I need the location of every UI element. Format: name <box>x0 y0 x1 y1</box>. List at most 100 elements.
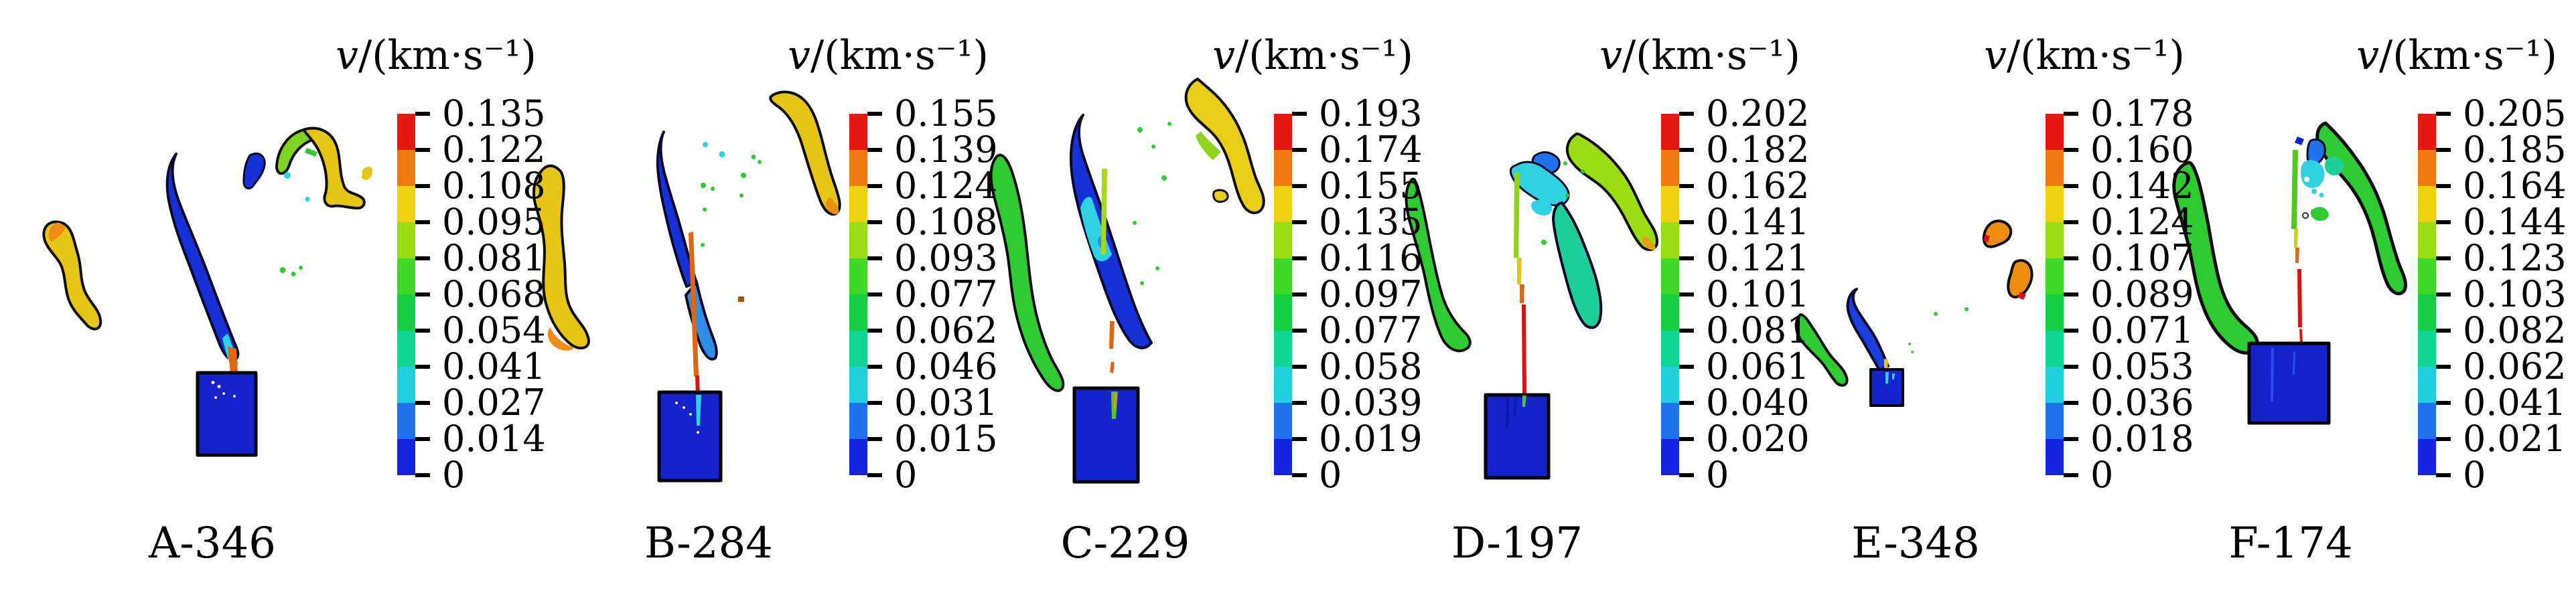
velocity-symbol: v <box>1599 32 1623 79</box>
colorbar-tick-label: 0 <box>2463 454 2486 496</box>
c-yellow-piece <box>1212 189 1229 203</box>
colorbar-segment-5 <box>1661 294 1679 331</box>
colorbar-tick-label: 0.071 <box>2090 309 2194 351</box>
colorbar-segment-0 <box>1274 114 1292 150</box>
b-yellow-fragment-left <box>532 164 590 350</box>
colorbar-tick <box>1679 292 1694 296</box>
colorbar-tick-label: 0.020 <box>1706 418 1810 460</box>
velocity-units: /(km·s⁻¹) <box>358 32 536 79</box>
colorbar-tick-label: 0.027 <box>442 381 546 424</box>
e-blue-streak <box>1846 288 1889 371</box>
colorbar-segment-8 <box>1661 403 1679 439</box>
d-yellow-sliver <box>1517 258 1522 284</box>
colorbar-e <box>2046 114 2064 475</box>
colorbar-tick <box>1292 292 1307 296</box>
colorbar-segment-7 <box>2418 367 2436 403</box>
colorbar-tick-label: 0.095 <box>442 201 546 243</box>
colorbar-tick-label: 0 <box>2090 454 2114 496</box>
f-block-speckles <box>2271 348 2295 402</box>
e-red-accent-1 <box>1983 234 1990 242</box>
colorbar-tick <box>867 112 882 116</box>
colorbar-tick-label: 0.124 <box>894 165 998 207</box>
colorbar-segment-8 <box>2046 403 2064 439</box>
colorbar-tick <box>1292 220 1307 224</box>
d-green-sliver <box>1514 173 1520 258</box>
c-impact-orange <box>1114 394 1117 410</box>
f-green-blob <box>2311 207 2329 221</box>
colorbar-segment-1 <box>849 150 867 186</box>
colorbar-tick-label: 0.097 <box>1319 273 1423 315</box>
colorbar-tick <box>415 292 430 296</box>
colorbar-tick <box>2436 473 2451 477</box>
d-orange-sliver <box>1520 284 1524 303</box>
colorbar-segment-6 <box>2046 331 2064 367</box>
colorbar-tick-label: 0 <box>1319 454 1342 496</box>
colorbar-segment-1 <box>1661 150 1679 186</box>
c-blue-streak <box>1069 114 1153 349</box>
colorbar-title-f: v/(km·s⁻¹) <box>2356 32 2557 79</box>
e-red-accent-2 <box>2017 292 2026 300</box>
colorbar-tick-label: 0.041 <box>2463 381 2567 424</box>
colorbar-tick <box>1292 184 1307 188</box>
colorbar-tick <box>2436 148 2451 152</box>
colorbar-tick-label: 0.021 <box>2463 418 2567 460</box>
f-green-sliver <box>2291 150 2298 229</box>
velocity-symbol: v <box>336 32 359 79</box>
colorbar-tick <box>867 365 882 369</box>
colorbar-tick <box>867 473 882 477</box>
colorbar-title-b: v/(km·s⁻¹) <box>788 32 989 79</box>
colorbar-segment-0 <box>1661 114 1679 150</box>
colorbar-tick-label: 0.174 <box>1319 128 1423 171</box>
a-blue-blob <box>242 152 266 190</box>
velocity-units: /(km·s⁻¹) <box>1235 32 1413 79</box>
colorbar-tick-label: 0.077 <box>1319 309 1423 351</box>
panel-label-f: F-174 <box>2228 519 2353 568</box>
colorbar-tick <box>1292 473 1307 477</box>
colorbar-tick <box>2064 401 2078 405</box>
colorbar-tick <box>867 256 882 260</box>
colorbar-tick-label: 0.160 <box>2090 128 2194 171</box>
colorbar-tick-label: 0.124 <box>2090 201 2194 243</box>
colorbar-segment-3 <box>397 222 415 258</box>
colorbar-segment-0 <box>2046 114 2064 150</box>
e-impact-marks <box>1885 372 1895 383</box>
colorbar-tick <box>1292 437 1307 441</box>
colorbar-c <box>1274 114 1292 475</box>
colorbar-segment-3 <box>2418 222 2436 258</box>
f-red-line <box>2297 269 2302 327</box>
f-block <box>2247 341 2331 425</box>
colorbar-segment-4 <box>397 258 415 294</box>
colorbar-tick <box>415 256 430 260</box>
colorbar-tick <box>1292 256 1307 260</box>
b-cyan-debris <box>703 142 725 157</box>
colorbar-tick-label: 0.093 <box>894 237 998 279</box>
d-orange-tip-right <box>1642 236 1656 250</box>
colorbar-tick-label: 0 <box>1706 454 1729 496</box>
colorbar-tick-label: 0.141 <box>1706 201 1810 243</box>
d-yellowgreen-fragment-right <box>1565 133 1658 252</box>
colorbar-segment-4 <box>1274 258 1292 294</box>
colorbar-segment-9 <box>397 439 415 475</box>
a-yellow-hook-finger <box>362 167 373 180</box>
c-block <box>1072 386 1140 484</box>
colorbar-tick-label: 0.062 <box>894 309 998 351</box>
colorbar-tick <box>867 329 882 333</box>
colorbar-segment-0 <box>2418 114 2436 150</box>
colorbar-tick <box>1292 329 1307 333</box>
colorbar-tick-label: 0.040 <box>1706 381 1810 424</box>
colorbar-tick-label: 0.036 <box>2090 381 2194 424</box>
colorbar-segment-7 <box>1274 367 1292 403</box>
b-orange-tip-right <box>825 197 839 215</box>
colorbar-segment-6 <box>397 331 415 367</box>
colorbar-tick <box>415 473 430 477</box>
a-yellow-hook-tail <box>302 126 366 209</box>
colorbar-tick-label: 0.089 <box>2090 273 2194 315</box>
d-cyan-blobs <box>1531 194 1559 216</box>
colorbar-tick <box>2436 329 2451 333</box>
colorbar-tick <box>1679 401 1694 405</box>
velocity-symbol: v <box>1984 32 2007 79</box>
colorbar-tick-label: 0.121 <box>1706 237 1810 279</box>
colorbar-segment-8 <box>2418 403 2436 439</box>
colorbar-segment-5 <box>849 294 867 331</box>
